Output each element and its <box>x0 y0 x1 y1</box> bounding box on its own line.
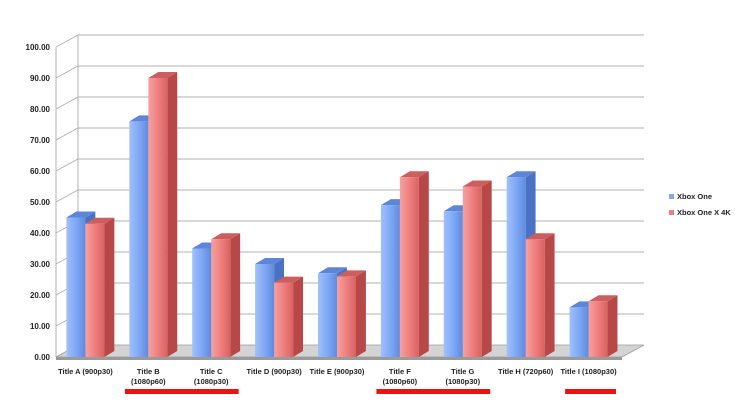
bar-front <box>129 121 149 358</box>
bar-side <box>293 276 304 357</box>
bar-side <box>607 295 618 357</box>
bar-top <box>148 72 178 78</box>
bar-front <box>337 276 356 357</box>
bar-top <box>85 217 115 224</box>
bar <box>525 233 555 357</box>
bar-side <box>104 217 115 357</box>
gridline <box>55 65 644 79</box>
x-category-label: Title A (900p30) <box>58 367 113 376</box>
bar-front <box>443 211 463 357</box>
legend-label: Xbox One <box>677 192 712 201</box>
bar-front <box>525 239 545 357</box>
x-category-label: Title I (1080p30) <box>560 367 617 376</box>
y-tick-label: 20.00 <box>30 291 51 300</box>
legend-swatch <box>669 210 674 215</box>
x-category-label: (1080p30) <box>445 377 480 386</box>
x-category-label: Title F <box>389 367 411 376</box>
x-axis-categories: Title A (900p30) Title B(1080p60)Title C(… <box>58 367 617 386</box>
y-tick-label: 100.00 <box>26 43 51 52</box>
bar-top <box>462 180 492 187</box>
bar-front <box>255 264 275 357</box>
y-tick-label: 80.00 <box>30 105 51 114</box>
y-tick-label: 60.00 <box>30 167 51 176</box>
gridline <box>55 189 644 203</box>
x-category-label: Title G <box>451 367 474 376</box>
highlight-markers <box>124 389 616 394</box>
bars <box>66 72 618 358</box>
bar-front <box>66 217 86 357</box>
x-category-label: Title C <box>200 367 223 376</box>
bar-side <box>356 270 366 357</box>
bar-top <box>66 211 96 218</box>
y-axis-ticks: 0.00 10.00 20.00 30.00 40.00 50.00 60.00 70.00 8… <box>26 43 51 362</box>
bar-side <box>418 171 429 357</box>
gridline <box>55 127 644 141</box>
bar <box>148 72 178 357</box>
bar-top <box>318 267 347 274</box>
bar-top <box>506 171 536 178</box>
bar-front <box>462 186 482 357</box>
bar-front <box>569 307 589 357</box>
legend: Xbox One Xbox One X 4K <box>669 192 731 217</box>
y-tick-label: 70.00 <box>30 136 51 145</box>
bar-top <box>525 233 555 240</box>
bar-front <box>380 205 400 357</box>
bar-side <box>167 72 178 357</box>
bar-side <box>481 180 492 357</box>
x-category-label: (1080p60) <box>131 377 166 386</box>
bar <box>274 276 304 357</box>
bar-side <box>230 233 241 357</box>
x-category-label: Title H (720p60) <box>498 367 554 376</box>
legend-swatch <box>669 194 674 199</box>
bar <box>337 270 366 357</box>
bar <box>399 171 429 357</box>
floor-front <box>56 357 622 360</box>
bar-top <box>211 233 241 240</box>
bar-top <box>274 276 304 283</box>
bar-front <box>588 301 608 357</box>
bar <box>85 217 115 357</box>
y-tick-label: 10.00 <box>30 322 51 331</box>
x-category-label: (1080p60) <box>383 377 418 386</box>
x-category-label: Title E (900p30) <box>310 367 365 376</box>
bar-top <box>588 295 618 302</box>
bar-front <box>506 177 526 357</box>
highlight-marker <box>124 389 239 394</box>
bar-top <box>399 171 429 178</box>
gridline <box>55 158 644 172</box>
y-tick-label: 30.00 <box>30 260 51 269</box>
highlight-marker <box>376 389 491 394</box>
bar-front <box>148 78 168 357</box>
bar <box>588 295 618 357</box>
bar-front <box>318 273 337 357</box>
bar <box>211 233 241 357</box>
legend-label: Xbox One X 4K <box>677 208 731 217</box>
bar-front <box>85 223 105 357</box>
highlight-marker <box>565 389 616 394</box>
x-category-label: Title B <box>137 367 160 376</box>
x-category-label: (1080p30) <box>194 377 229 386</box>
bar-front <box>274 282 294 357</box>
gridline <box>55 96 644 110</box>
bar-top <box>255 258 285 264</box>
bar-front <box>192 248 212 357</box>
y-tick-label: 50.00 <box>30 198 51 207</box>
bar <box>462 180 492 357</box>
gridline <box>55 34 644 48</box>
bar-front <box>211 239 231 357</box>
x-category-label: Title D (900p30) <box>246 367 302 376</box>
y-tick-label: 90.00 <box>30 74 51 83</box>
y-tick-label: 40.00 <box>30 229 51 238</box>
bar-front <box>399 177 419 357</box>
bar-top <box>337 270 366 277</box>
y-tick-label: 0.00 <box>34 353 50 362</box>
bar-side <box>544 233 555 357</box>
